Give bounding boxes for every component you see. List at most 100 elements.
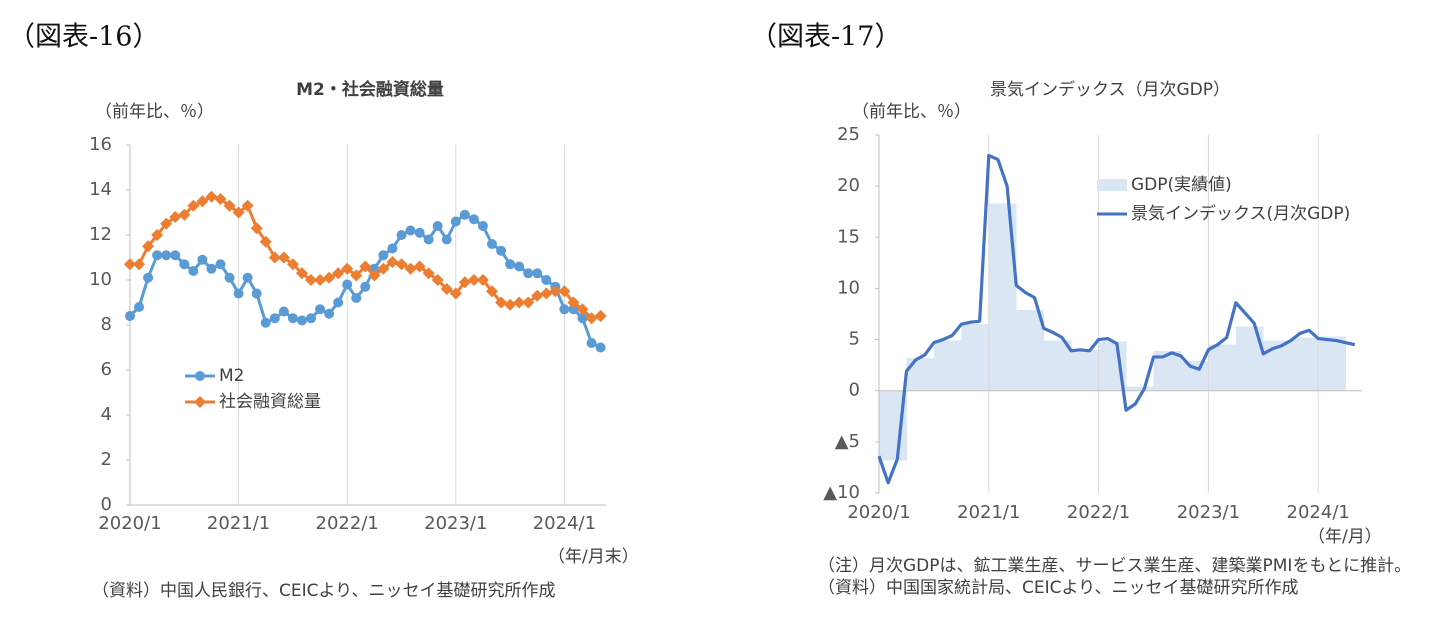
- marker: [188, 266, 199, 276]
- marker: [206, 263, 217, 274]
- marker: [259, 235, 272, 248]
- area-segment: [1180, 361, 1191, 391]
- figure-label: （図表-16）: [8, 22, 159, 53]
- chart-title: 景気インデックス（月次GDP）: [990, 79, 1230, 100]
- marker: [278, 306, 289, 317]
- marker: [514, 261, 525, 272]
- area-segment: [888, 390, 898, 461]
- y-tick-label: ▲10: [823, 482, 860, 503]
- marker: [585, 312, 598, 325]
- marker: [215, 259, 226, 270]
- marker: [161, 250, 172, 261]
- x-tick-label: 2024/1: [533, 513, 596, 534]
- marker: [477, 221, 488, 231]
- marker: [359, 260, 372, 273]
- area-segment: [1107, 341, 1118, 391]
- marker: [251, 288, 262, 299]
- marker: [576, 303, 589, 316]
- marker: [504, 298, 517, 311]
- marker: [315, 304, 326, 315]
- marker: [342, 279, 353, 290]
- y-tick-label: 10: [837, 277, 860, 298]
- area-segment: [1190, 361, 1200, 391]
- marker: [395, 258, 408, 271]
- marker: [458, 276, 471, 289]
- area-segment: [1007, 203, 1017, 391]
- y-tick-label: 20: [837, 175, 860, 196]
- marker: [233, 288, 244, 299]
- x-axis-label: （年/月末）: [548, 547, 639, 567]
- area-segment: [1016, 309, 1026, 391]
- marker: [422, 267, 435, 280]
- marker: [541, 275, 552, 285]
- area-segment: [1263, 340, 1273, 391]
- area-segment: [1062, 340, 1072, 391]
- marker: [378, 250, 389, 261]
- marker: [449, 287, 462, 300]
- marker: [142, 240, 155, 253]
- marker: [242, 272, 253, 283]
- x-tick-label: 2020/1: [847, 502, 910, 523]
- y-tick-label: 15: [837, 226, 860, 247]
- marker: [260, 317, 271, 328]
- x-tick-label: 2022/1: [1067, 502, 1130, 523]
- marker: [441, 234, 452, 245]
- marker: [333, 297, 344, 308]
- marker: [377, 262, 390, 275]
- y-tick-label: 14: [89, 179, 112, 200]
- area-segment: [1080, 349, 1090, 391]
- marker: [386, 256, 399, 268]
- marker: [160, 217, 173, 230]
- marker: [423, 234, 434, 245]
- marker: [431, 274, 444, 286]
- area-segment: [1254, 326, 1264, 391]
- note: （資料）中国人民銀行、CEICより、ニッセイ基礎研究所作成: [92, 581, 555, 601]
- y-tick-label: 0: [101, 494, 112, 515]
- figure-label: （図表-17）: [750, 22, 901, 53]
- marker: [487, 239, 497, 249]
- area-segment: [1235, 326, 1246, 391]
- marker: [413, 260, 426, 273]
- marker: [531, 289, 544, 302]
- y-tick-label: 25: [837, 124, 860, 145]
- area-segment: [1025, 309, 1035, 391]
- area-segment: [1126, 386, 1136, 391]
- marker: [476, 274, 489, 286]
- area-segment: [970, 324, 980, 391]
- area-segment: [1309, 337, 1319, 391]
- y-tick-label: 12: [89, 224, 112, 245]
- area-segment: [988, 203, 999, 391]
- marker: [151, 229, 164, 241]
- area-segment: [979, 324, 990, 391]
- y-tick-label: 8: [101, 314, 112, 335]
- area-segment: [1245, 326, 1255, 391]
- marker: [169, 211, 182, 223]
- area-segment: [933, 340, 944, 391]
- marker: [306, 313, 316, 324]
- area-segment: [924, 357, 935, 391]
- marker: [559, 304, 570, 315]
- legend-swatch: [1097, 179, 1127, 191]
- chart-title: M2・社会融資総量: [296, 79, 444, 100]
- area-segment: [1098, 341, 1109, 391]
- area-segment: [943, 340, 953, 391]
- x-axis-label: （年/月）: [1308, 527, 1382, 547]
- area-segment: [1290, 337, 1301, 391]
- x-tick-label: 2023/1: [424, 513, 487, 534]
- marker: [205, 190, 218, 203]
- marker: [250, 222, 263, 235]
- area-segment: [1071, 349, 1081, 391]
- marker: [405, 225, 416, 236]
- area-segment: [1208, 344, 1218, 391]
- area-segment: [1153, 350, 1163, 391]
- y-tick-label: 4: [101, 404, 112, 425]
- marker: [287, 313, 298, 324]
- marker: [187, 199, 200, 212]
- marker: [277, 251, 290, 264]
- y-tick-label: 16: [89, 134, 112, 155]
- area-segment: [1199, 361, 1209, 391]
- area-segment: [879, 390, 889, 461]
- y-tick-label: 6: [101, 359, 112, 380]
